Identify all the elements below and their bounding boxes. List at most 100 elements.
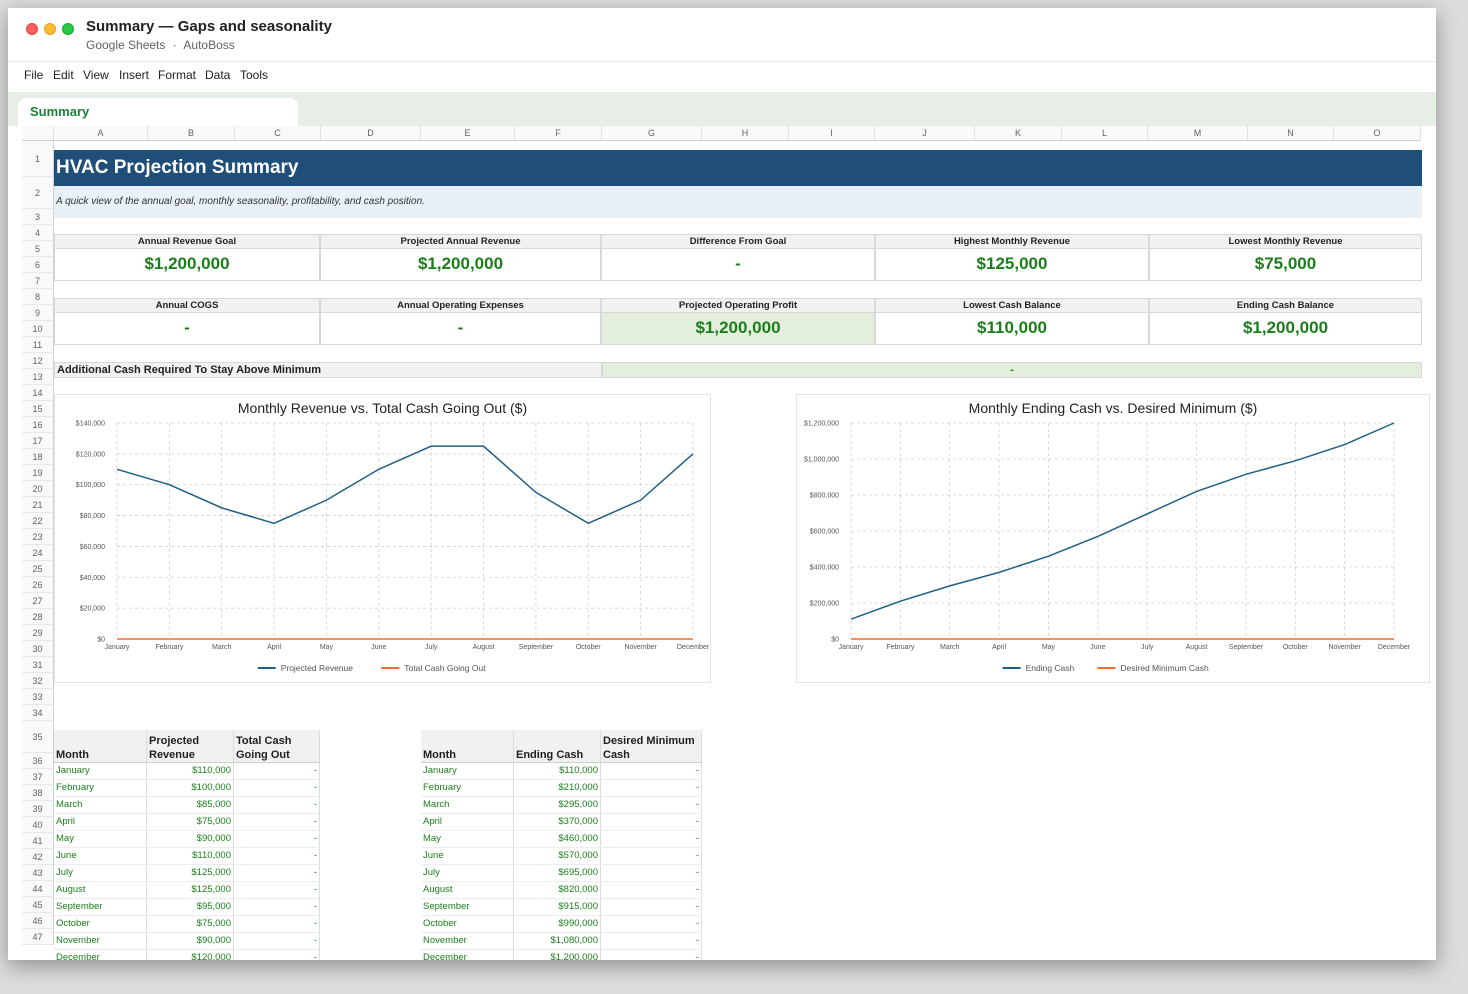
row-header-12[interactable]: 12 bbox=[22, 353, 54, 369]
kpi-value-projected-operating-profit[interactable]: $1,200,000 bbox=[601, 313, 875, 345]
table2-cell[interactable]: $570,000 bbox=[513, 847, 601, 865]
row-header-15[interactable]: 15 bbox=[22, 401, 54, 417]
table2-cell[interactable]: October bbox=[421, 915, 514, 933]
table2-cell[interactable]: $210,000 bbox=[513, 779, 601, 797]
table1-cell[interactable]: June bbox=[54, 847, 147, 865]
kpi-value-difference-from-goal[interactable]: - bbox=[601, 249, 875, 281]
table2-cell[interactable]: $1,200,000 bbox=[513, 949, 601, 960]
table1-cell[interactable]: December bbox=[54, 949, 147, 960]
table2-cell[interactable]: May bbox=[421, 830, 514, 848]
column-header-g[interactable]: G bbox=[602, 126, 702, 141]
row-header-19[interactable]: 19 bbox=[22, 465, 54, 481]
row-header-10[interactable]: 10 bbox=[22, 321, 54, 337]
row-header-37[interactable]: 37 bbox=[22, 769, 54, 785]
menu-view[interactable]: View bbox=[83, 68, 109, 82]
column-header-c[interactable]: C bbox=[235, 126, 321, 141]
table1-header-projected-revenue[interactable]: Projected Revenue bbox=[146, 730, 234, 763]
row-header-5[interactable]: 5 bbox=[22, 241, 54, 257]
row-header-47[interactable]: 47 bbox=[22, 929, 54, 945]
column-header-b[interactable]: B bbox=[148, 126, 235, 141]
table1-cell[interactable]: - bbox=[233, 830, 320, 848]
table1-cell[interactable]: - bbox=[233, 932, 320, 950]
menu-edit[interactable]: Edit bbox=[53, 68, 74, 82]
table2-cell[interactable]: January bbox=[421, 762, 514, 780]
column-header-e[interactable]: E bbox=[421, 126, 515, 141]
table2-cell[interactable]: $460,000 bbox=[513, 830, 601, 848]
row-header-17[interactable]: 17 bbox=[22, 433, 54, 449]
table1-cell[interactable]: - bbox=[233, 813, 320, 831]
row-header-33[interactable]: 33 bbox=[22, 689, 54, 705]
table2-header-desired-minimum-cash[interactable]: Desired Minimum Cash bbox=[600, 730, 702, 763]
row-header-7[interactable]: 7 bbox=[22, 273, 54, 289]
row-header-32[interactable]: 32 bbox=[22, 673, 54, 689]
menu-tools[interactable]: Tools bbox=[240, 68, 269, 82]
row-header-18[interactable]: 18 bbox=[22, 449, 54, 465]
row-header-6[interactable]: 6 bbox=[22, 257, 54, 273]
table1-cell[interactable]: $120,000 bbox=[146, 949, 234, 960]
table2-header-ending-cash[interactable]: Ending Cash bbox=[513, 730, 601, 763]
column-header-n[interactable]: N bbox=[1248, 126, 1334, 141]
row-header-35[interactable]: 35 bbox=[22, 721, 54, 753]
table2-cell[interactable]: February bbox=[421, 779, 514, 797]
kpi-value-ending-cash-balance[interactable]: $1,200,000 bbox=[1149, 313, 1422, 345]
row-header-13[interactable]: 13 bbox=[22, 369, 54, 385]
table2-cell[interactable]: - bbox=[600, 898, 702, 916]
menu-insert[interactable]: Insert bbox=[119, 68, 150, 82]
row-header-41[interactable]: 41 bbox=[22, 833, 54, 849]
row-header-8[interactable]: 8 bbox=[22, 289, 54, 305]
table2-cell[interactable]: $695,000 bbox=[513, 864, 601, 882]
row-header-4[interactable]: 4 bbox=[22, 225, 54, 241]
table1-cell[interactable]: $90,000 bbox=[146, 932, 234, 950]
table1-cell[interactable]: - bbox=[233, 779, 320, 797]
column-header-a[interactable]: A bbox=[54, 126, 148, 141]
sheet-tab-summary[interactable]: Summary bbox=[18, 98, 298, 126]
table2-cell[interactable]: June bbox=[421, 847, 514, 865]
row-header-24[interactable]: 24 bbox=[22, 545, 54, 561]
row-header-42[interactable]: 42 bbox=[22, 849, 54, 865]
table1-cell[interactable]: March bbox=[54, 796, 147, 814]
table1-cell[interactable]: $100,000 bbox=[146, 779, 234, 797]
table1-cell[interactable]: $75,000 bbox=[146, 915, 234, 933]
row-header-31[interactable]: 31 bbox=[22, 657, 54, 673]
table1-cell[interactable]: - bbox=[233, 864, 320, 882]
table1-cell[interactable]: $85,000 bbox=[146, 796, 234, 814]
table1-cell[interactable]: - bbox=[233, 915, 320, 933]
kpi-value-lowest-cash-balance[interactable]: $110,000 bbox=[875, 313, 1149, 345]
table2-cell[interactable]: - bbox=[600, 830, 702, 848]
menu-data[interactable]: Data bbox=[205, 68, 231, 82]
table2-cell[interactable]: November bbox=[421, 932, 514, 950]
column-header-f[interactable]: F bbox=[515, 126, 602, 141]
kpi-value-annual-revenue-goal[interactable]: $1,200,000 bbox=[54, 249, 320, 281]
table2-cell[interactable]: - bbox=[600, 762, 702, 780]
row-header-14[interactable]: 14 bbox=[22, 385, 54, 401]
row-header-27[interactable]: 27 bbox=[22, 593, 54, 609]
row-header-9[interactable]: 9 bbox=[22, 305, 54, 321]
table1-cell[interactable]: $125,000 bbox=[146, 864, 234, 882]
kpi-value-annual-operating-expenses[interactable]: - bbox=[320, 313, 601, 345]
table2-cell[interactable]: - bbox=[600, 949, 702, 960]
row-header-46[interactable]: 46 bbox=[22, 913, 54, 929]
table1-cell[interactable]: February bbox=[54, 779, 147, 797]
table2-cell[interactable]: $110,000 bbox=[513, 762, 601, 780]
row-header-22[interactable]: 22 bbox=[22, 513, 54, 529]
table1-cell[interactable]: July bbox=[54, 864, 147, 882]
row-header-43[interactable]: 43 bbox=[22, 865, 54, 881]
column-header-h[interactable]: H bbox=[702, 126, 789, 141]
table2-header-month[interactable]: Month bbox=[421, 730, 514, 763]
table2-cell[interactable]: March bbox=[421, 796, 514, 814]
table2-cell[interactable]: - bbox=[600, 813, 702, 831]
row-header-38[interactable]: 38 bbox=[22, 785, 54, 801]
table1-cell[interactable]: - bbox=[233, 898, 320, 916]
table1-cell[interactable]: - bbox=[233, 949, 320, 960]
table2-cell[interactable]: December bbox=[421, 949, 514, 960]
row-header-36[interactable]: 36 bbox=[22, 753, 54, 769]
table1-cell[interactable]: - bbox=[233, 847, 320, 865]
table1-cell[interactable]: - bbox=[233, 762, 320, 780]
chart-revenue-vs-cash-out[interactable]: Monthly Revenue vs. Total Cash Going Out… bbox=[54, 394, 711, 683]
kpi-value-highest-monthly-revenue[interactable]: $125,000 bbox=[875, 249, 1149, 281]
table1-header-total-cash-going-out[interactable]: Total Cash Going Out bbox=[233, 730, 320, 763]
table1-cell[interactable]: November bbox=[54, 932, 147, 950]
row-header-45[interactable]: 45 bbox=[22, 897, 54, 913]
table1-cell[interactable]: - bbox=[233, 796, 320, 814]
table2-cell[interactable]: August bbox=[421, 881, 514, 899]
